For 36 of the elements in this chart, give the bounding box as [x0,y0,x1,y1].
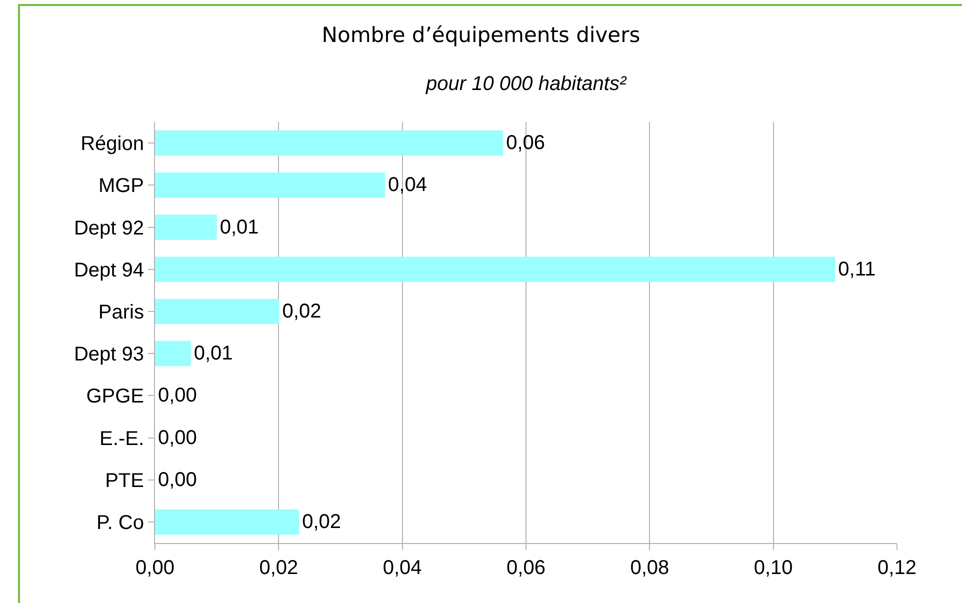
x-tick-label: 0,08 [630,557,670,579]
data-label: 0,01 [194,342,233,365]
x-tick-label: 0,00 [136,557,174,579]
y-tick-label: Région [80,133,144,156]
x-tick-label: 0,02 [259,557,298,579]
y-tick-label: E.-E. [100,428,144,450]
y-tick-label: PTE [105,470,144,492]
bar [155,340,191,366]
bar [155,130,504,156]
chart-subtitle: pour 10 000 habitants² [425,73,628,95]
y-tick-label: Paris [98,301,144,324]
y-tick-label: Dept 94 [74,259,144,282]
bar [155,298,280,324]
y-tick-label: Dept 93 [74,344,144,366]
data-label: 0,00 [158,384,197,407]
bar [155,172,386,198]
bar [155,214,217,240]
data-label: 0,02 [302,510,342,533]
y-tick-label: MGP [98,175,144,198]
y-tick-label: Dept 92 [74,217,144,240]
x-tick-label: 0,12 [878,557,916,579]
data-label: 0,01 [220,216,259,238]
data-label: 0,00 [158,426,197,449]
data-label: 0,11 [838,258,876,280]
x-tick-label: 0,06 [506,557,546,579]
chart-title: Nombre d’équipements divers [322,22,640,47]
bar [155,256,836,282]
data-label: 0,06 [506,132,546,154]
y-tick-label: P. Co [96,512,144,534]
bar [155,509,300,535]
x-tick-label: 0,10 [754,557,793,579]
y-tick-label: GPGE [86,386,144,408]
data-label: 0,00 [158,468,197,491]
data-label: 0,04 [388,174,427,196]
data-label: 0,02 [282,300,322,322]
x-tick-label: 0,04 [382,557,422,579]
